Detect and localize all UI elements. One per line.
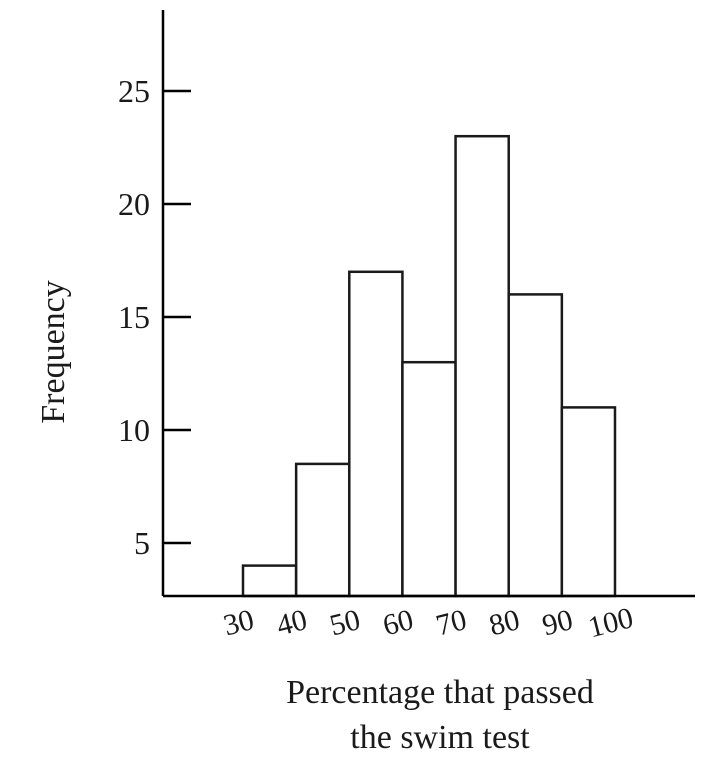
x-tick-label: 100: [585, 601, 637, 644]
x-tick-label: 30: [220, 603, 257, 642]
histogram-bar-40-50: [294, 462, 351, 598]
y-tick-label: 5: [134, 525, 150, 561]
x-ticks-group: 30 40 50 60 70 80 90 100: [220, 601, 636, 644]
x-tick-label: 90: [539, 603, 576, 642]
x-tick-label: 70: [433, 603, 470, 642]
bars-group: [241, 134, 617, 598]
x-tick-label: 60: [380, 603, 417, 642]
histogram-bar-30-40: [241, 564, 298, 598]
histogram-bar-50-60: [348, 270, 404, 598]
axes-group: [161, 10, 695, 598]
y-tick-label: 25: [118, 73, 150, 109]
x-axis-title-line-1: Percentage that passed: [286, 674, 594, 711]
histogram-bar-70-80: [454, 134, 510, 598]
histogram-bar-60-70: [401, 360, 457, 598]
y-ticks-group: 5 10 15 20 25: [118, 73, 191, 561]
y-tick-label: 15: [118, 299, 150, 335]
y-tick-label: 10: [118, 412, 150, 448]
x-tick-label: 80: [486, 603, 523, 642]
histogram-bar-80-90: [507, 293, 564, 598]
x-tick-label: 50: [326, 603, 363, 642]
x-axis-title-line-2: the swim test: [350, 719, 530, 756]
histogram-bar-90-100: [560, 406, 617, 598]
x-tick-label: 40: [273, 603, 310, 642]
y-axis-title: Frequency: [35, 280, 72, 424]
y-tick-label: 20: [118, 186, 150, 222]
